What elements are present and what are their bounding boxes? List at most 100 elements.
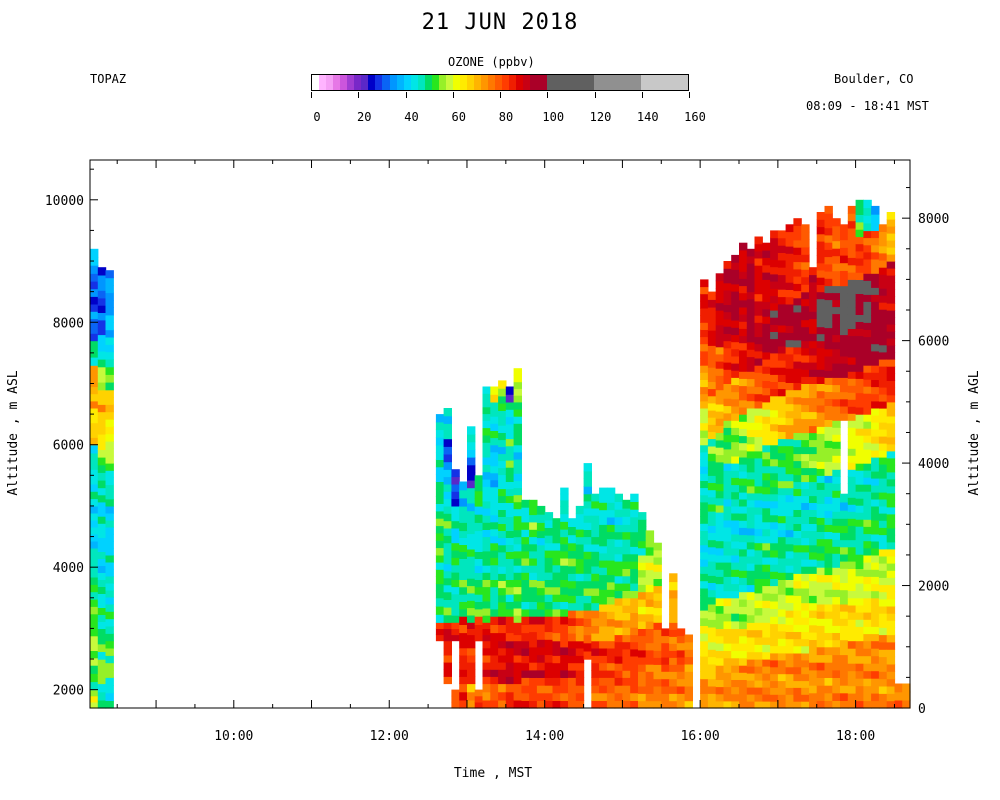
heatmap-cell: [855, 321, 864, 329]
heatmap-cell: [770, 564, 779, 572]
heatmap-cell: [793, 389, 802, 398]
colorbar-segment: [417, 75, 425, 90]
heatmap-cell: [863, 372, 872, 380]
heatmap-cell: [777, 701, 787, 709]
heatmap-cell: [498, 691, 507, 701]
heatmap-cell: [855, 199, 864, 208]
heatmap-cell: [435, 634, 445, 642]
heatmap-cell: [105, 484, 114, 493]
heatmap-cell: [824, 581, 833, 590]
heatmap-cell: [661, 700, 670, 709]
heatmap-cell: [785, 452, 794, 461]
heatmap-cell: [801, 439, 810, 448]
heatmap-cell: [105, 477, 114, 486]
heatmap-cell: [653, 671, 662, 680]
heatmap-cell: [482, 420, 491, 429]
heatmap-cell: [97, 523, 107, 531]
heatmap-cell: [583, 486, 592, 495]
heatmap-cell: [490, 430, 499, 439]
heatmap-cell: [754, 308, 763, 316]
heatmap-cell: [847, 213, 857, 222]
heatmap-cell: [731, 427, 740, 436]
heatmap-cell: [762, 493, 771, 502]
heatmap-cell: [653, 650, 662, 658]
heatmap-cell: [700, 329, 709, 338]
heatmap-cell: [105, 648, 114, 656]
heatmap-cell: [97, 516, 107, 524]
heatmap-cell: [739, 570, 748, 578]
heatmap-cell: [816, 552, 826, 561]
heatmap-cell: [498, 632, 507, 642]
heatmap-cell: [490, 528, 499, 537]
heatmap-cell: [97, 691, 107, 701]
heatmap-cell: [878, 288, 888, 296]
heatmap-cell: [529, 662, 538, 671]
heatmap-cell: [521, 586, 530, 595]
heatmap-cell: [443, 408, 452, 417]
heatmap-cell: [614, 575, 623, 584]
heatmap-cell: [871, 526, 880, 535]
heatmap-cell: [723, 448, 732, 457]
heatmap-cell: [90, 296, 99, 305]
heatmap-cell: [630, 627, 639, 636]
heatmap-cell: [816, 632, 826, 641]
heatmap-cell: [871, 540, 880, 549]
heatmap-cell: [723, 484, 732, 493]
heatmap-cell: [723, 347, 732, 356]
heatmap-cell: [793, 261, 802, 270]
heatmap-cell: [816, 625, 826, 633]
heatmap-cell: [731, 576, 740, 585]
heatmap-cell: [746, 408, 756, 416]
heatmap-cell: [599, 589, 608, 598]
heatmap-cell: [97, 565, 107, 573]
heatmap-cell: [707, 489, 717, 498]
heatmap-cell: [754, 236, 763, 245]
heatmap-cell: [840, 589, 849, 598]
heatmap-cell: [505, 516, 515, 524]
heatmap-cell: [715, 583, 725, 592]
heatmap-cell: [762, 637, 771, 645]
heatmap-cell: [777, 522, 787, 531]
heatmap-cell: [443, 599, 452, 608]
heatmap-cell: [467, 600, 476, 609]
heatmap-cell: [622, 605, 631, 613]
heatmap-cell: [770, 352, 779, 361]
heatmap-cell: [505, 608, 515, 617]
heatmap-cell: [731, 569, 740, 577]
heatmap-cell: [467, 502, 476, 512]
heatmap-cell: [97, 479, 107, 489]
heatmap-cell: [723, 505, 732, 514]
heatmap-cell: [606, 596, 616, 605]
heatmap-cell: [583, 500, 592, 509]
heatmap-cell: [770, 535, 779, 544]
heatmap-cell: [770, 514, 779, 523]
heatmap-cell: [832, 685, 841, 694]
heatmap-cell: [90, 533, 99, 542]
heatmap-cell: [498, 587, 507, 596]
heatmap-cell: [878, 620, 888, 628]
heatmap-cell: [785, 610, 794, 618]
heatmap-cell: [591, 565, 600, 574]
heatmap-cell: [809, 289, 818, 298]
heatmap-cell: [863, 663, 872, 672]
heatmap-cell: [824, 334, 833, 343]
heatmap-cell: [739, 407, 748, 415]
heatmap-cell: [754, 429, 763, 438]
heatmap-cell: [715, 693, 725, 702]
heatmap-cell: [443, 640, 452, 649]
heatmap-cell: [606, 603, 616, 612]
heatmap-cell: [105, 526, 114, 535]
heatmap-cell: [770, 273, 779, 282]
heatmap-cell: [832, 539, 841, 547]
heatmap-cell: [871, 597, 880, 606]
heatmap-cell: [894, 691, 903, 701]
heatmap-cell: [707, 381, 717, 390]
heatmap-cell: [513, 565, 522, 573]
heatmap-cell: [459, 640, 468, 649]
heatmap-cell: [459, 601, 468, 610]
heatmap-cell: [840, 363, 849, 371]
heatmap-cell: [777, 331, 787, 340]
heatmap-cell: [435, 459, 445, 468]
heatmap-cell: [90, 673, 99, 683]
heatmap-cell: [739, 385, 748, 394]
